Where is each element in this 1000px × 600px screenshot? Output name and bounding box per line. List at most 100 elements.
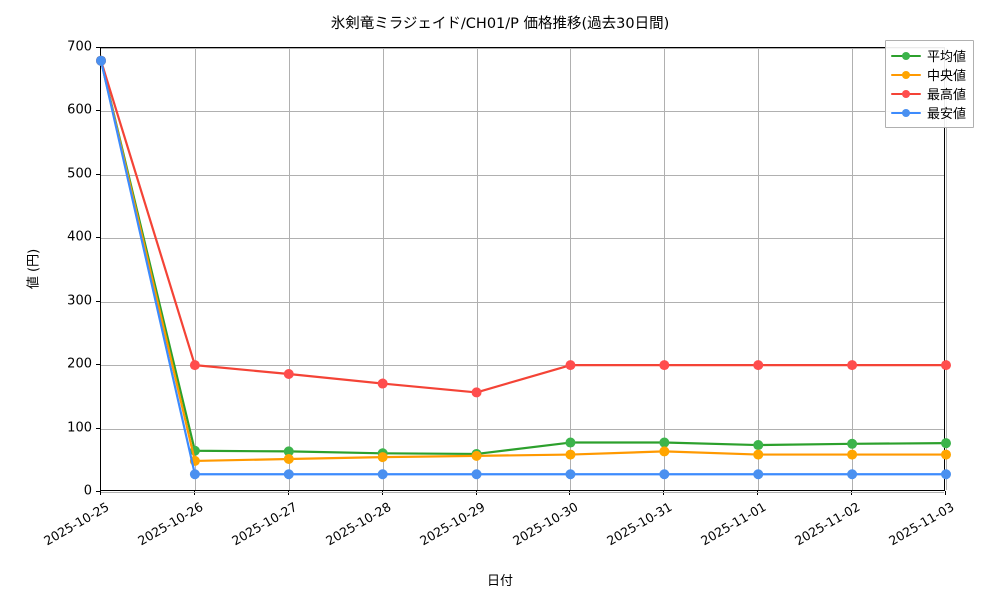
data-point (283, 454, 294, 465)
chart-legend: 平均値 中央値最高値 最安値 (885, 40, 975, 128)
y-axis-tick-label: 200 (67, 356, 92, 372)
data-point (189, 360, 200, 371)
series-平均値 (96, 55, 951, 459)
legend-label: 最高値 (927, 88, 967, 103)
series-最高値 (96, 55, 951, 398)
series-最安値 (96, 55, 951, 480)
y-axis-tick-mark (96, 110, 100, 112)
legend-item-平均値[interactable]: 平均値 (891, 46, 966, 65)
legend-swatch-icon (891, 106, 921, 120)
legend-marker-dot (902, 108, 910, 117)
x-axis-tick-mark (381, 491, 383, 495)
gridline-vertical (382, 48, 384, 490)
y-axis-tick-mark (96, 300, 100, 302)
data-point (659, 360, 670, 371)
y-axis-label: 値 (円) (26, 248, 42, 290)
data-point (847, 469, 858, 480)
legend-item-中央値[interactable]: 中央値 (891, 65, 966, 84)
data-point (753, 360, 764, 371)
x-axis-tick-label: 2025-10-30 (510, 499, 581, 549)
legend-swatch-icon (891, 49, 921, 63)
data-point (189, 469, 200, 480)
data-point (847, 449, 858, 460)
data-point (847, 360, 858, 371)
data-point (565, 360, 576, 371)
gridline-horizontal (101, 365, 944, 367)
gridline-horizontal (101, 301, 944, 303)
series-line (99, 59, 948, 456)
y-axis-tick-label: 700 (67, 39, 92, 55)
gridline-horizontal (101, 238, 944, 240)
data-point (753, 469, 764, 480)
series-中央値 (96, 55, 951, 466)
gridline-vertical (288, 48, 290, 490)
y-axis-tick-mark (96, 427, 100, 429)
x-axis-tick-mark (663, 491, 665, 495)
legend-label: 平均値 (927, 50, 967, 65)
legend-item-最安値[interactable]: 最安値 (891, 103, 966, 122)
x-axis-tick-mark (757, 491, 759, 495)
x-axis-tick-mark (851, 491, 853, 495)
x-axis-tick-mark (287, 491, 289, 495)
data-point (941, 469, 951, 480)
x-axis-tick-label: 2025-10-25 (41, 499, 112, 549)
x-axis-tick-label: 2025-10-29 (416, 499, 488, 549)
plot-area (96, 47, 951, 493)
data-point (377, 469, 388, 480)
gridline-vertical (570, 48, 572, 490)
gridline-vertical (758, 48, 760, 490)
data-point (659, 446, 670, 457)
y-axis-tick-mark (96, 491, 100, 492)
y-axis-tick-mark (96, 47, 100, 48)
data-point (941, 449, 951, 460)
x-axis-label: 日付 (486, 574, 513, 589)
x-axis-tick-label: 2025-11-01 (698, 499, 769, 549)
gridline-horizontal (101, 48, 944, 49)
data-point (471, 387, 482, 398)
gridline-vertical (476, 48, 478, 490)
data-point (941, 438, 951, 449)
data-point (471, 450, 482, 461)
legend-swatch-icon (891, 68, 921, 82)
data-point (565, 437, 576, 448)
data-point (753, 440, 764, 451)
gridline-horizontal (101, 174, 944, 176)
x-axis-tick-label: 2025-10-28 (322, 499, 394, 549)
data-point (377, 378, 388, 389)
data-point (753, 449, 764, 460)
y-axis-tick-label: 400 (67, 229, 92, 245)
legend-marker-dot (902, 89, 910, 98)
x-axis-tick-label: 2025-10-26 (134, 499, 206, 549)
y-axis-tick-label: 500 (67, 166, 92, 182)
x-axis-tick-label: 2025-10-31 (604, 499, 675, 549)
chart-title: 氷剣竜ミラジェイド/CH01/P 価格推移(過去30日間) (330, 16, 670, 32)
legend-marker-dot (902, 70, 910, 79)
data-point (471, 469, 482, 480)
data-point (377, 452, 388, 463)
x-axis-tick-label: 2025-11-03 (886, 499, 957, 549)
data-point (283, 369, 294, 380)
x-axis-tick-mark (945, 491, 946, 495)
legend-marker-dot (902, 51, 910, 60)
data-point (659, 469, 670, 480)
y-axis-tick-mark (96, 364, 100, 366)
data-point (659, 437, 670, 448)
y-axis-label-wrapper: 値 (円) (14, 47, 44, 491)
x-axis-tick-mark (100, 491, 101, 495)
y-axis-tick-label: 100 (67, 420, 92, 436)
data-point (941, 360, 951, 371)
legend-item-最高値[interactable]: 最高値 (891, 84, 966, 103)
series-line (99, 59, 948, 394)
y-axis-tick-label: 0 (83, 483, 92, 499)
data-point (565, 469, 576, 480)
x-axis-tick-label: 2025-11-02 (792, 499, 863, 549)
x-axis-tick-label: 2025-10-27 (228, 499, 300, 549)
x-axis-tick-mark (569, 491, 571, 495)
y-axis-tick-mark (96, 237, 100, 239)
data-point (96, 55, 106, 66)
gridline-horizontal (101, 492, 944, 493)
data-point (283, 446, 294, 457)
series-line (99, 59, 948, 463)
y-axis-tick-label: 600 (67, 102, 92, 118)
